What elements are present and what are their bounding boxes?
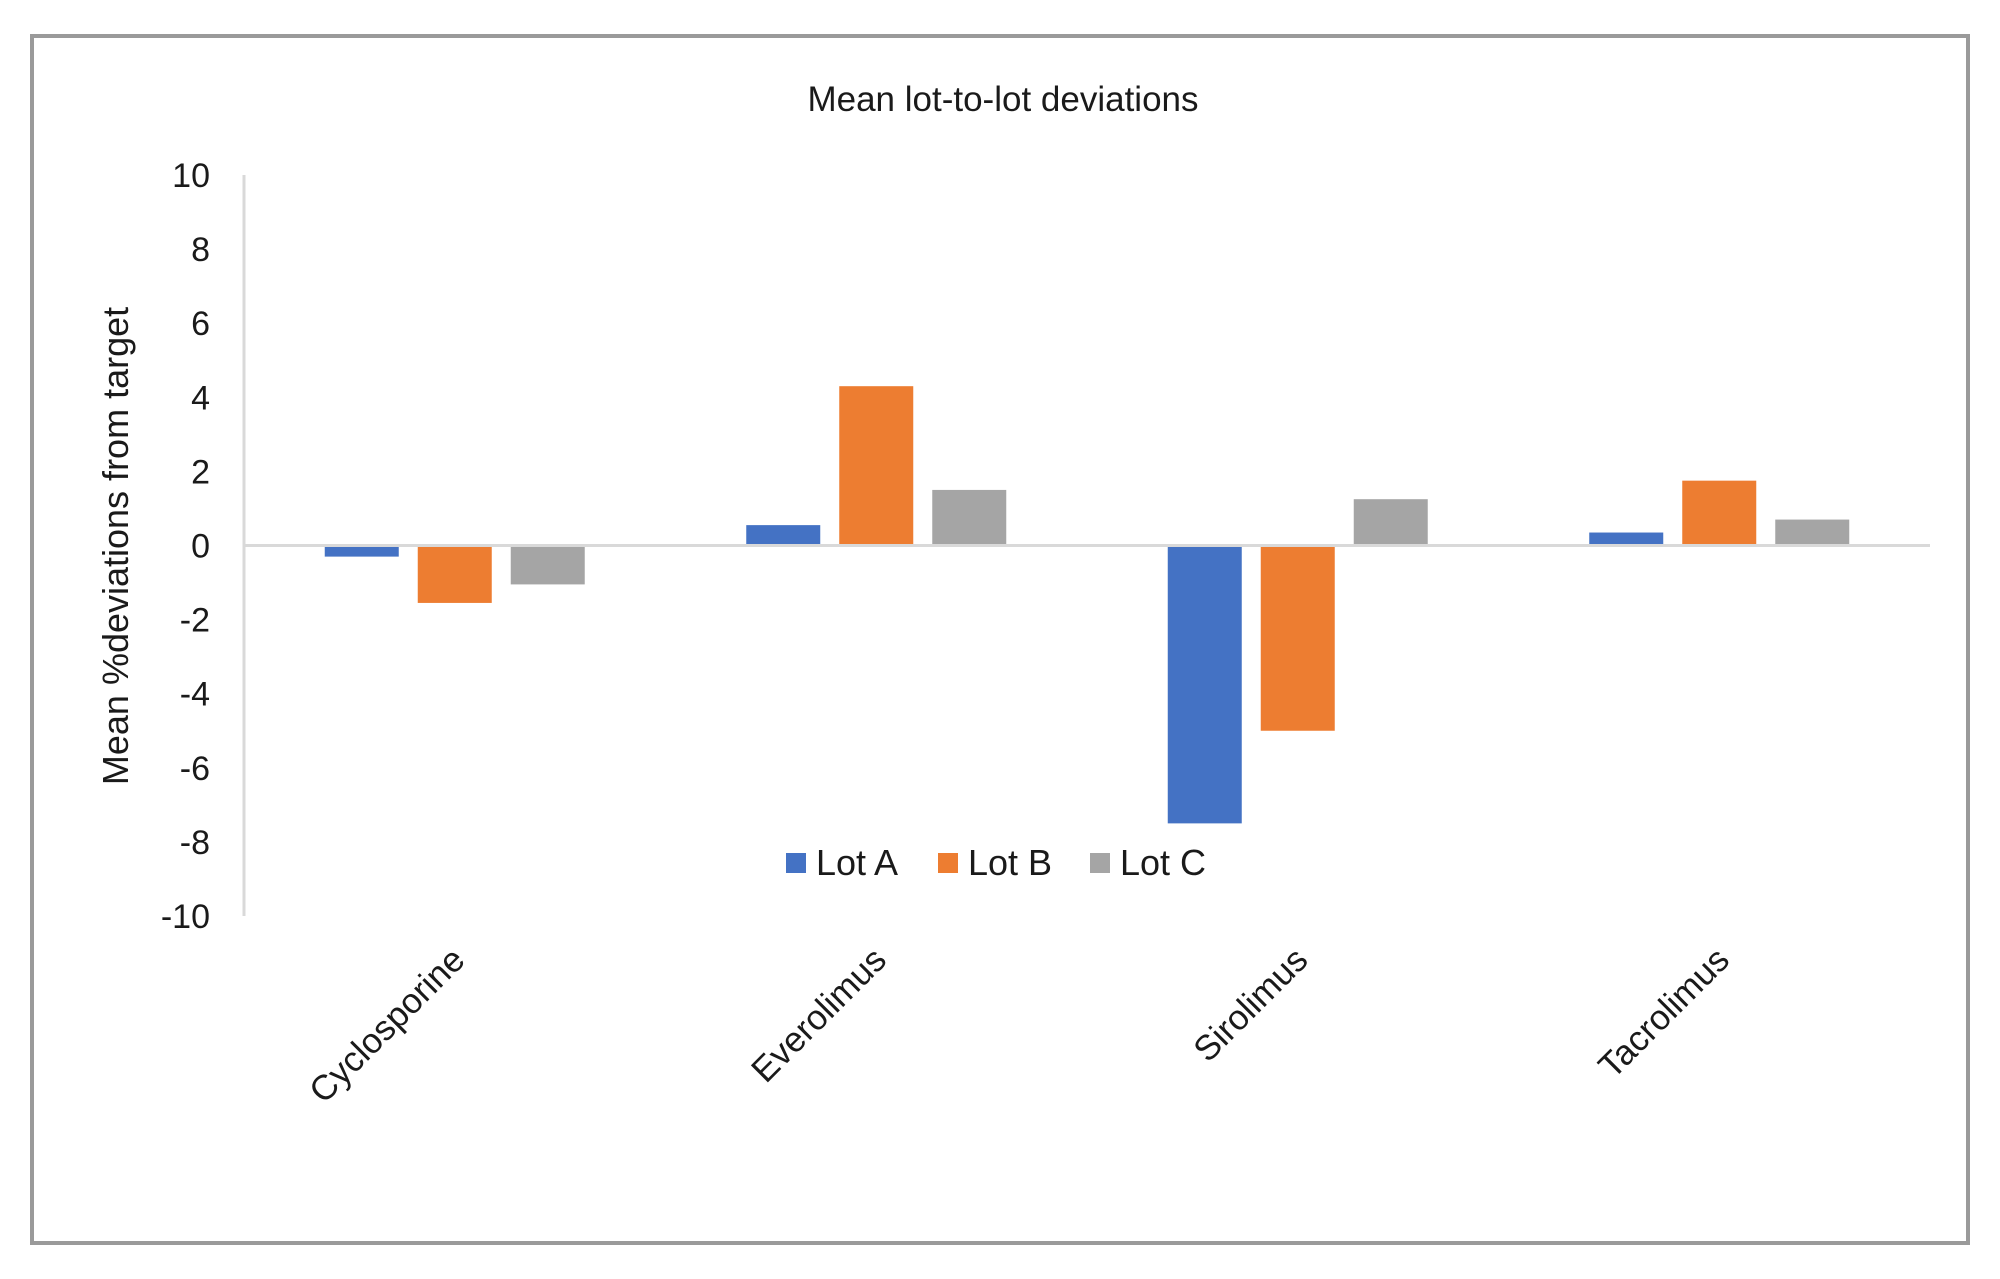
x-tick-label: Cyclosporine: [302, 940, 473, 1111]
legend-swatch-lot-b: [938, 853, 958, 873]
bar-lot-b-everolimus: [839, 386, 914, 546]
bar-lot-c-sirolimus: [1353, 499, 1428, 546]
legend-swatch-lot-c: [1090, 853, 1110, 873]
bar-lot-b-cyclosporine: [417, 545, 492, 603]
bar-lot-c-cyclosporine: [510, 545, 585, 585]
bar-lot-a-sirolimus: [1167, 545, 1242, 824]
bar-lot-c-everolimus: [932, 489, 1007, 546]
y-tick-label: -2: [180, 602, 210, 640]
y-tick-label: 8: [191, 231, 210, 269]
axes: [242, 175, 1930, 916]
y-tick-label: 4: [191, 379, 210, 417]
bar-lot-a-tacrolimus: [1589, 532, 1664, 546]
y-tick-label: 2: [191, 453, 210, 491]
legend-label: Lot A: [816, 842, 898, 883]
x-tick-label: Everolimus: [744, 940, 894, 1090]
y-tick-label: 10: [172, 157, 210, 195]
legend-label: Lot C: [1120, 842, 1206, 883]
bars: [244, 386, 1930, 824]
x-axis-ticks: Cyclosporine Everolimus Sirolimus Tacrolimu…: [302, 940, 1737, 1111]
y-tick-label: 6: [191, 305, 210, 343]
bar-lot-c-tacrolimus: [1775, 519, 1850, 546]
y-tick-label: -4: [180, 676, 210, 714]
y-tick-label: 0: [191, 528, 210, 566]
chart-title: Mean lot-to-lot deviations: [807, 80, 1198, 119]
legend: Lot A Lot B Lot C: [786, 842, 1206, 883]
y-tick-label: -6: [180, 750, 210, 788]
y-axis-ticks: 10 8 6 4 2 0 -2 -4 -6 -8 -10: [161, 157, 210, 936]
y-axis-label: Mean %deviations from target: [95, 307, 136, 785]
y-tick-label: -8: [180, 824, 210, 862]
bar-lot-a-cyclosporine: [324, 545, 399, 557]
bar-lot-b-tacrolimus: [1682, 480, 1757, 546]
y-tick-label: -10: [161, 898, 210, 936]
legend-swatch-lot-a: [786, 853, 806, 873]
legend-label: Lot B: [968, 842, 1052, 883]
chart-frame: [30, 34, 1970, 1245]
bar-lot-b-sirolimus: [1260, 545, 1335, 731]
x-tick-label: Tacrolimus: [1591, 940, 1737, 1086]
bar-lot-a-everolimus: [746, 525, 821, 546]
x-tick-label: Sirolimus: [1186, 940, 1315, 1069]
